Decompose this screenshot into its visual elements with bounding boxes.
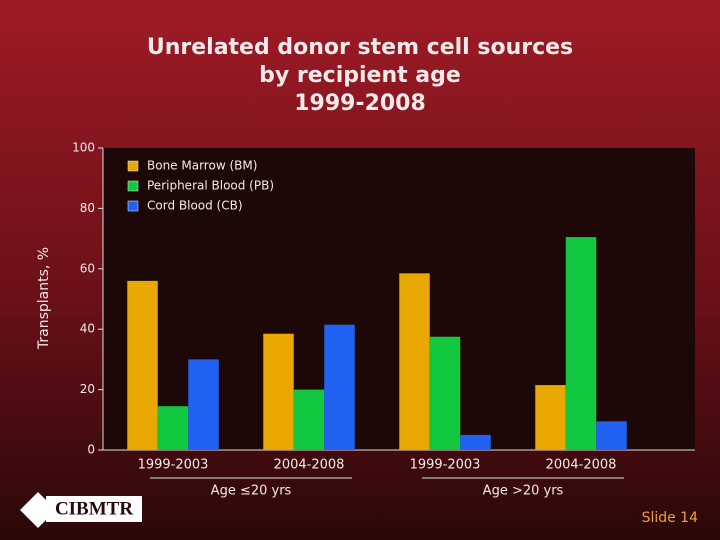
logo-text: CIBMTR	[55, 498, 133, 519]
bar	[399, 273, 430, 450]
group-label: Age >20 yrs	[483, 484, 564, 499]
legend-swatch	[127, 180, 139, 192]
legend-label: Peripheral Blood (PB)	[147, 179, 274, 193]
bar	[188, 359, 219, 450]
logo: CIBMTR	[20, 492, 142, 528]
group-label: Age ≤20 yrs	[211, 484, 292, 499]
y-tick-label: 40	[80, 322, 95, 336]
y-tick-label: 100	[72, 141, 95, 155]
bar	[535, 385, 566, 450]
y-tick-label: 0	[87, 443, 95, 457]
bar	[596, 421, 627, 450]
y-axis-label: Transplants, %	[36, 247, 52, 350]
x-tick-label: 1999-2003	[410, 458, 481, 473]
bar	[324, 324, 355, 450]
bar	[263, 333, 294, 450]
legend-swatch	[127, 200, 139, 212]
bar	[127, 280, 158, 450]
slide-number: Slide 14	[642, 510, 699, 526]
bar	[157, 406, 189, 450]
bar	[460, 434, 491, 450]
legend-label: Bone Marrow (BM)	[147, 159, 257, 173]
legend-label: Cord Blood (CB)	[147, 199, 243, 213]
x-tick-label: 1999-2003	[138, 458, 209, 473]
legend-swatch	[127, 160, 139, 172]
bar	[565, 237, 597, 450]
bar	[429, 336, 461, 450]
bar	[293, 389, 325, 450]
title-line: Unrelated donor stem cell sources	[147, 35, 573, 60]
x-tick-label: 2004-2008	[546, 458, 617, 473]
y-tick-label: 80	[80, 201, 95, 215]
y-tick-label: 60	[80, 261, 95, 275]
x-tick-label: 2004-2008	[274, 458, 345, 473]
title-line: by recipient age	[259, 63, 461, 88]
y-tick-label: 20	[80, 382, 95, 396]
title-line: 1999-2008	[294, 91, 426, 116]
